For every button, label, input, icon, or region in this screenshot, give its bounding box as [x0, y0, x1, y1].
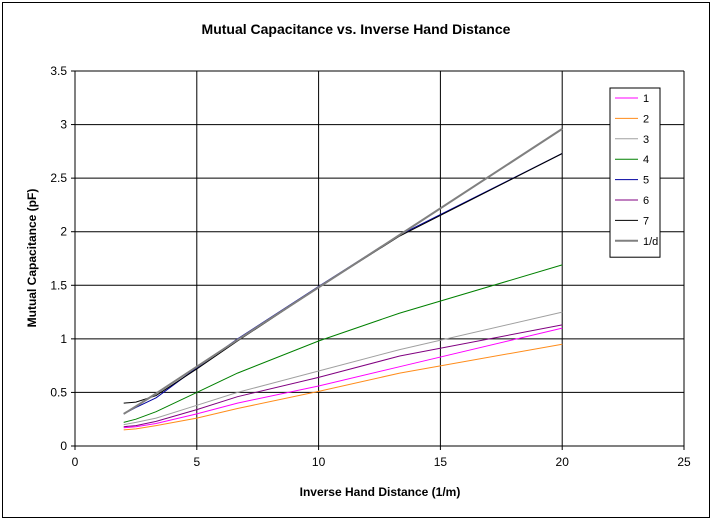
y-tick-label: 0	[60, 439, 67, 453]
x-tick-label: 25	[677, 455, 691, 469]
legend: 1 2 3 4 5 6 7 1/d	[609, 87, 661, 258]
y-tick-label: 1	[60, 332, 67, 346]
legend-label-1: 1	[643, 93, 649, 105]
series-line-8	[123, 128, 563, 415]
legend-label-2: 2	[643, 113, 649, 125]
chart-title: Mutual Capacitance vs. Inverse Hand Dist…	[202, 21, 511, 37]
x-tick-label: 15	[434, 455, 448, 469]
legend-label-3: 3	[643, 134, 649, 146]
y-tick-label: 3.5	[50, 64, 67, 78]
x-tick-label: 20	[556, 455, 570, 469]
legend-label-6: 6	[643, 195, 649, 207]
legend-label-7: 7	[643, 215, 649, 227]
x-tick-label: 0	[72, 455, 79, 469]
y-tick-label: 2	[60, 225, 67, 239]
y-tick-label: 2.5	[50, 171, 67, 185]
series-line-2	[123, 343, 563, 431]
x-axis-label: Inverse Hand Distance (1/m)	[300, 485, 461, 499]
series-line-4	[123, 264, 563, 423]
y-tick-label: 3	[60, 118, 67, 132]
y-axis-label: Mutual Capacitance (pF)	[25, 189, 39, 328]
y-tick-label: 1.5	[50, 278, 67, 292]
y-tick-label: 0.5	[50, 385, 67, 399]
legend-label-8: 1/d	[643, 236, 658, 248]
legend-label-4: 4	[643, 154, 649, 166]
x-tick-label: 10	[312, 455, 326, 469]
legend-label-5: 5	[643, 175, 649, 187]
x-tick-label: 5	[193, 455, 200, 469]
legend-box	[609, 87, 661, 258]
plot-background	[75, 71, 684, 446]
series-line-1	[123, 327, 563, 429]
series-line-3	[123, 311, 563, 426]
series-line-6	[123, 324, 563, 428]
